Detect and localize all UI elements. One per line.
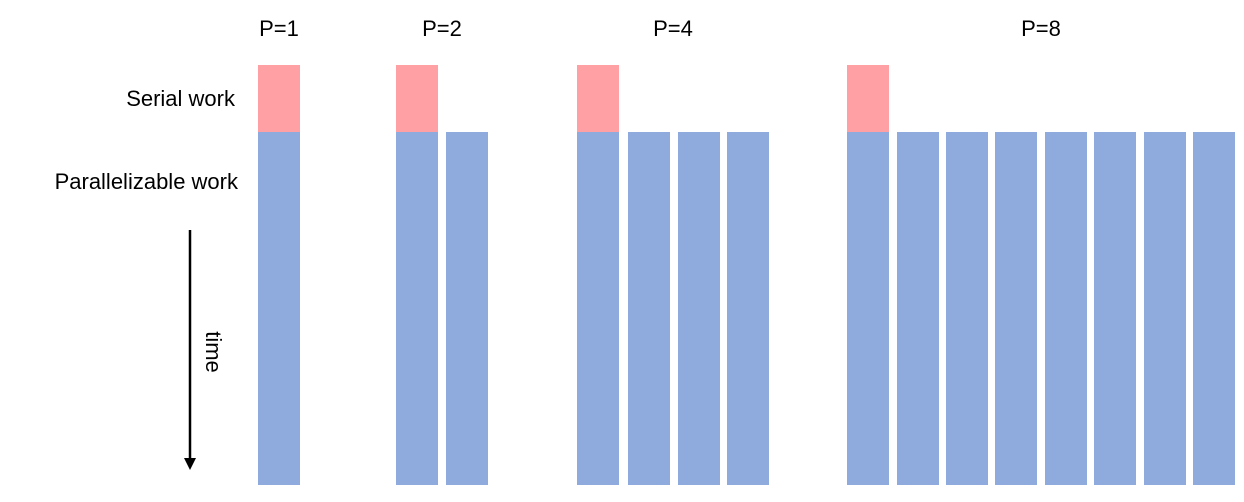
parallel-block (1193, 132, 1235, 485)
serial-block (577, 65, 619, 132)
parallel-label: Parallelizable work (55, 169, 239, 194)
serial-label: Serial work (126, 86, 236, 111)
parallel-block (577, 132, 619, 485)
time-arrow-head (184, 458, 196, 470)
parallel-block (678, 132, 720, 485)
serial-block (396, 65, 438, 132)
parallel-block (628, 132, 670, 485)
parallel-block (1094, 132, 1136, 485)
parallel-block (727, 132, 769, 485)
parallel-block (396, 132, 438, 485)
serial-block (847, 65, 889, 132)
parallel-block (1045, 132, 1087, 485)
serial-block (258, 65, 300, 132)
parallel-block (1144, 132, 1186, 485)
parallel-block (995, 132, 1037, 485)
group-title: P=4 (653, 16, 693, 41)
group-title: P=1 (259, 16, 299, 41)
group-title: P=8 (1021, 16, 1061, 41)
parallel-block (897, 132, 939, 485)
parallel-block (258, 132, 300, 485)
time-label: time (201, 331, 226, 373)
parallel-block (946, 132, 988, 485)
parallel-block (446, 132, 488, 485)
group-title: P=2 (422, 16, 462, 41)
parallel-block (847, 132, 889, 485)
